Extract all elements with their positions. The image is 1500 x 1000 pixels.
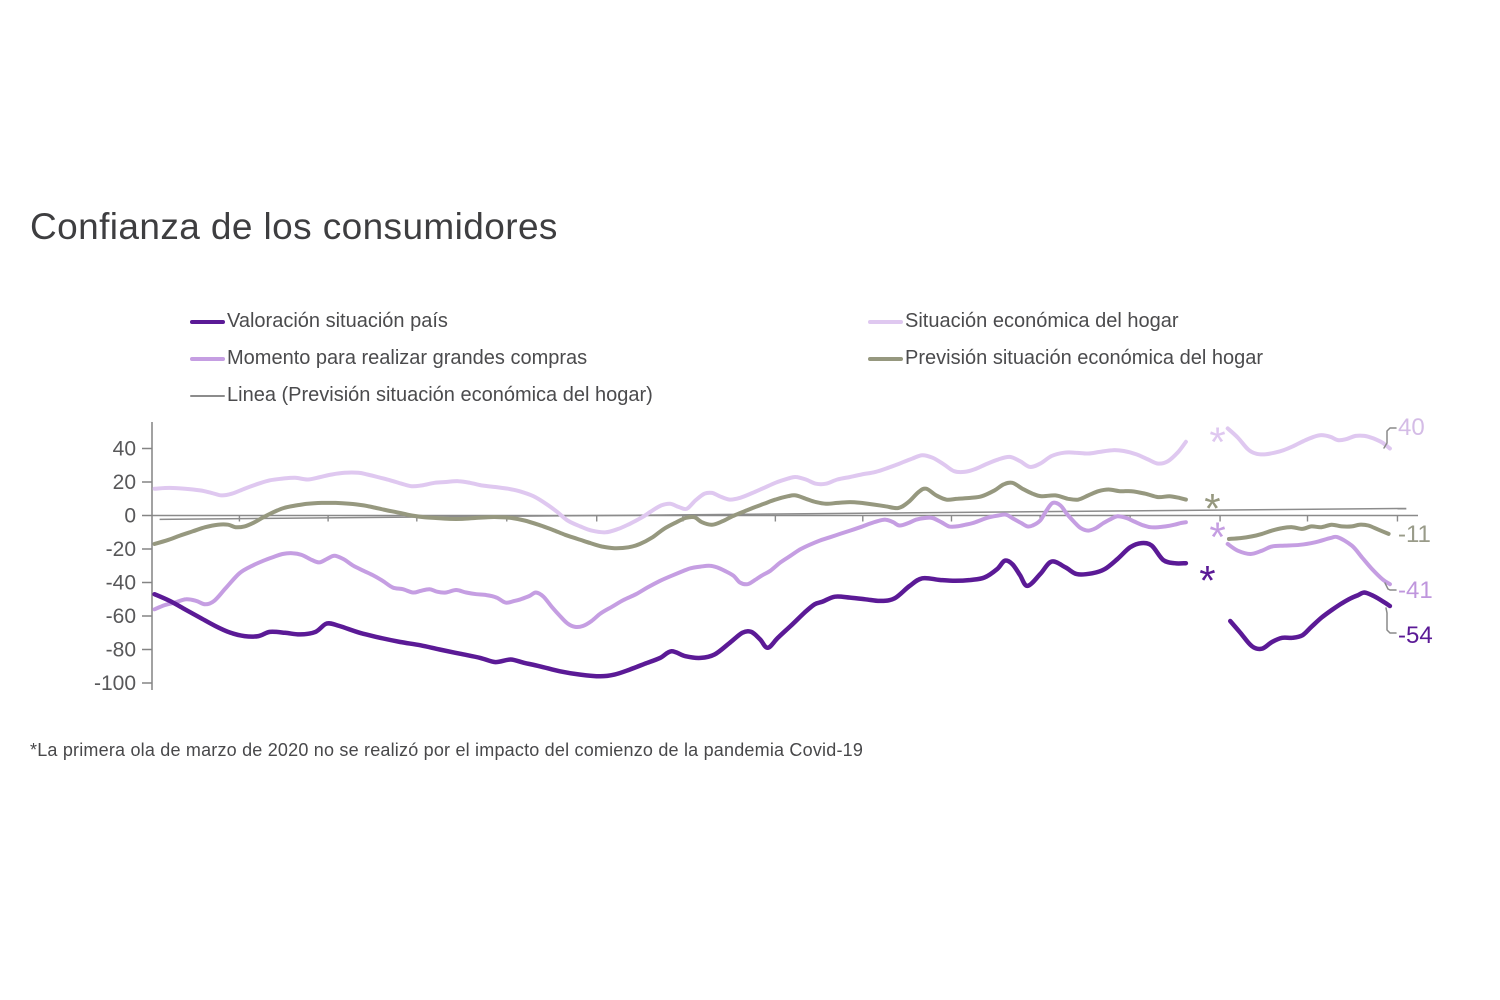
legend-item: Momento para realizar grandes compras — [190, 340, 653, 377]
end-value-label-prevision-situacion-hogar: -11 — [1398, 521, 1431, 548]
y-axis-tick-label: -60 — [106, 605, 136, 628]
y-axis-tick-label: -80 — [106, 639, 136, 662]
legend-swatch-icon — [190, 356, 225, 361]
series-prevision-situacion-hogar — [152, 480, 1391, 551]
end-value-label-situacion-economica-hogar: 40 — [1398, 414, 1425, 441]
gap-asterisk-marker: * — [1204, 485, 1220, 532]
legend-item-label: Situación económica del hogar — [905, 310, 1179, 332]
legend-item-label: Previsión situación económica del hogar — [905, 347, 1263, 369]
legend-item: Situación económica del hogar — [868, 303, 1263, 340]
y-axis-tick-label: -40 — [106, 572, 136, 595]
legend-swatch-icon — [868, 356, 903, 361]
y-axis: 40 20 0 -20 -40 -60 -80 -100 — [94, 422, 153, 695]
end-value-label-valoracion-situacion-pais: -54 — [1398, 622, 1433, 649]
end-value-label-momento-grandes-compras: -41 — [1398, 577, 1433, 604]
legend-swatch-icon — [190, 319, 225, 324]
footnote: *La primera ola de marzo de 2020 no se r… — [30, 740, 864, 760]
legend-item: Valoración situación país — [190, 303, 653, 340]
legend-item: Linea (Previsión situación económica del… — [190, 377, 653, 414]
y-axis-tick-label: 40 — [113, 438, 136, 461]
legend-swatch-icon — [190, 394, 225, 397]
leader-40 — [1383, 427, 1397, 449]
legend-item-label: Momento para realizar grandes compras — [227, 347, 588, 369]
legend-item-label: Valoración situación país — [227, 310, 448, 332]
chart-title: Confianza de los consumidores — [30, 206, 558, 247]
y-axis-tick-label: 20 — [113, 471, 136, 494]
y-axis-tick-label: -100 — [94, 672, 136, 695]
trend-line — [159, 507, 1407, 521]
series-momento-grandes-compras — [152, 500, 1392, 630]
legend-item-label: Linea (Previsión situación económica del… — [227, 384, 653, 406]
gap-asterisk-marker: * — [1209, 513, 1225, 560]
legend-left-column: Valoración situación país Momento para re… — [190, 303, 653, 414]
series-valoracion-situacion-pais — [152, 540, 1393, 679]
leader-minus41 — [1384, 582, 1397, 591]
series-situacion-economica-hogar — [152, 426, 1392, 535]
gap-asterisk-marker: * — [1199, 557, 1215, 604]
y-axis-tick-label: 0 — [124, 505, 136, 528]
y-axis-tick-label: -20 — [106, 538, 136, 561]
legend-item: Previsión situación económica del hogar — [868, 340, 1263, 377]
leader-minus54 — [1385, 607, 1397, 634]
legend-swatch-icon — [868, 319, 903, 324]
legend-right-column: Situación económica del hogar Previsión s… — [868, 303, 1263, 377]
end-label-leaders — [1383, 427, 1397, 634]
gap-asterisk-marker: * — [1209, 419, 1225, 466]
